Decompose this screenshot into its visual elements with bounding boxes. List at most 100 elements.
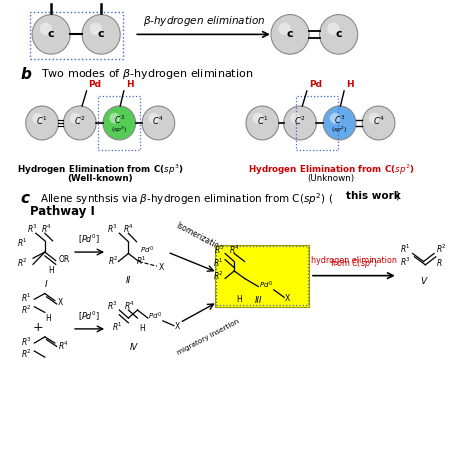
Circle shape (26, 106, 58, 140)
Circle shape (40, 22, 52, 35)
Text: ): ) (395, 191, 400, 201)
Text: $[Pd^0]$: $[Pd^0]$ (78, 233, 100, 246)
Text: $R^4$: $R^4$ (124, 299, 135, 311)
Circle shape (142, 106, 175, 140)
Text: $R^3$: $R^3$ (108, 299, 118, 311)
Text: c: c (21, 191, 30, 206)
Text: $Pd^0$: $Pd^0$ (139, 245, 154, 256)
Text: $R^3$: $R^3$ (27, 222, 37, 235)
Text: $C^2$: $C^2$ (294, 114, 306, 127)
Text: Pd: Pd (89, 80, 101, 89)
Text: $(sp^3)$: $(sp^3)$ (111, 124, 128, 135)
Text: c: c (98, 29, 104, 39)
Text: $R^4$: $R^4$ (228, 244, 240, 256)
Circle shape (362, 106, 395, 140)
Text: IV: IV (130, 343, 138, 352)
Text: Two modes of $\beta$-hydrogen elimination: Two modes of $\beta$-hydrogen eliminatio… (41, 67, 254, 82)
Text: $R^1$: $R^1$ (213, 257, 224, 269)
Text: $R^1$: $R^1$ (400, 243, 411, 255)
Circle shape (32, 113, 43, 124)
Text: migratory insertion: migratory insertion (176, 318, 240, 356)
Text: c: c (287, 29, 293, 39)
Text: $Pd^0$: $Pd^0$ (148, 310, 162, 322)
Text: from C($sp^2$): from C($sp^2$) (330, 256, 378, 271)
Circle shape (70, 113, 81, 124)
Text: hydrogen elimination: hydrogen elimination (310, 256, 397, 265)
Text: this work: this work (346, 191, 401, 201)
Text: $R^2$: $R^2$ (17, 257, 27, 269)
Text: Hydrogen Elimination from C($sp^3$): Hydrogen Elimination from C($sp^3$) (17, 163, 183, 177)
Text: +: + (32, 321, 43, 334)
Circle shape (330, 113, 340, 124)
Text: $R^4$: $R^4$ (123, 222, 134, 235)
Text: (Unknown): (Unknown) (307, 174, 355, 183)
Text: $C^3$: $C^3$ (334, 114, 345, 127)
Text: Allene synthsis via $\beta$-hydrogen elimination from C($sp^2$) (: Allene synthsis via $\beta$-hydrogen eli… (40, 191, 334, 207)
Text: Pathway I: Pathway I (30, 205, 95, 218)
Text: H: H (48, 266, 54, 275)
Text: $(sp^2)$: $(sp^2)$ (331, 124, 348, 135)
Text: $R^1$: $R^1$ (17, 237, 27, 249)
Text: $R^3$: $R^3$ (214, 244, 225, 256)
Text: $R^1$: $R^1$ (21, 291, 32, 303)
Text: $R^2$: $R^2$ (109, 255, 119, 267)
Bar (216, 246, 308, 305)
Text: $R^2$: $R^2$ (436, 243, 447, 255)
Text: I: I (45, 280, 47, 289)
Text: H: H (139, 324, 145, 333)
Text: $R^1$: $R^1$ (112, 320, 123, 333)
Circle shape (271, 15, 309, 54)
Text: II: II (126, 276, 131, 285)
Circle shape (253, 113, 263, 124)
Circle shape (284, 106, 316, 140)
Text: $R^3$: $R^3$ (21, 336, 32, 348)
Text: $C^4$: $C^4$ (152, 114, 164, 127)
Circle shape (148, 113, 159, 124)
Text: X: X (175, 322, 180, 331)
Text: c: c (48, 29, 55, 39)
Bar (99, 96, 140, 150)
Circle shape (279, 22, 291, 35)
Text: Isomerization: Isomerization (174, 221, 224, 254)
Text: $C^3$: $C^3$ (114, 114, 125, 127)
Text: H: H (236, 295, 242, 304)
Text: OR: OR (58, 255, 70, 264)
Bar (215, 245, 309, 307)
Text: H: H (346, 80, 354, 89)
Text: X: X (57, 298, 63, 307)
Text: $R^2$: $R^2$ (21, 347, 32, 360)
Text: $C^4$: $C^4$ (373, 114, 384, 127)
Text: $[Pd^0]$: $[Pd^0]$ (78, 310, 100, 323)
Circle shape (246, 106, 279, 140)
Text: c: c (335, 29, 342, 39)
Text: $Pd^0$: $Pd^0$ (259, 279, 273, 291)
Circle shape (319, 15, 358, 54)
Text: $R^3$: $R^3$ (400, 255, 411, 268)
Text: $R^3$: $R^3$ (108, 222, 118, 235)
Text: $C^1$: $C^1$ (256, 114, 268, 127)
Circle shape (32, 15, 70, 54)
Text: $R^2$: $R^2$ (21, 304, 32, 316)
Bar (30, 12, 123, 59)
Text: $C^1$: $C^1$ (36, 114, 48, 127)
Text: (Well-known): (Well-known) (67, 174, 133, 183)
Text: X: X (158, 263, 164, 272)
Text: $R^4$: $R^4$ (41, 222, 52, 235)
Text: $R^1$: $R^1$ (136, 255, 146, 267)
Circle shape (369, 113, 379, 124)
Bar (296, 96, 338, 150)
Text: $R$: $R$ (436, 257, 443, 268)
Circle shape (90, 22, 102, 35)
Text: b: b (21, 67, 32, 82)
Text: Hydrogen Elimination from C($sp^2$): Hydrogen Elimination from C($sp^2$) (248, 163, 414, 177)
Text: $\beta$-hydrogen elimination: $\beta$-hydrogen elimination (143, 14, 265, 28)
Text: H: H (45, 313, 51, 322)
Circle shape (327, 22, 339, 35)
Circle shape (323, 106, 356, 140)
Circle shape (103, 106, 136, 140)
Text: V: V (420, 277, 427, 286)
Text: $R^2$: $R^2$ (213, 269, 224, 282)
Text: $C^2$: $C^2$ (74, 114, 86, 127)
Text: III: III (255, 296, 262, 305)
Circle shape (82, 15, 120, 54)
